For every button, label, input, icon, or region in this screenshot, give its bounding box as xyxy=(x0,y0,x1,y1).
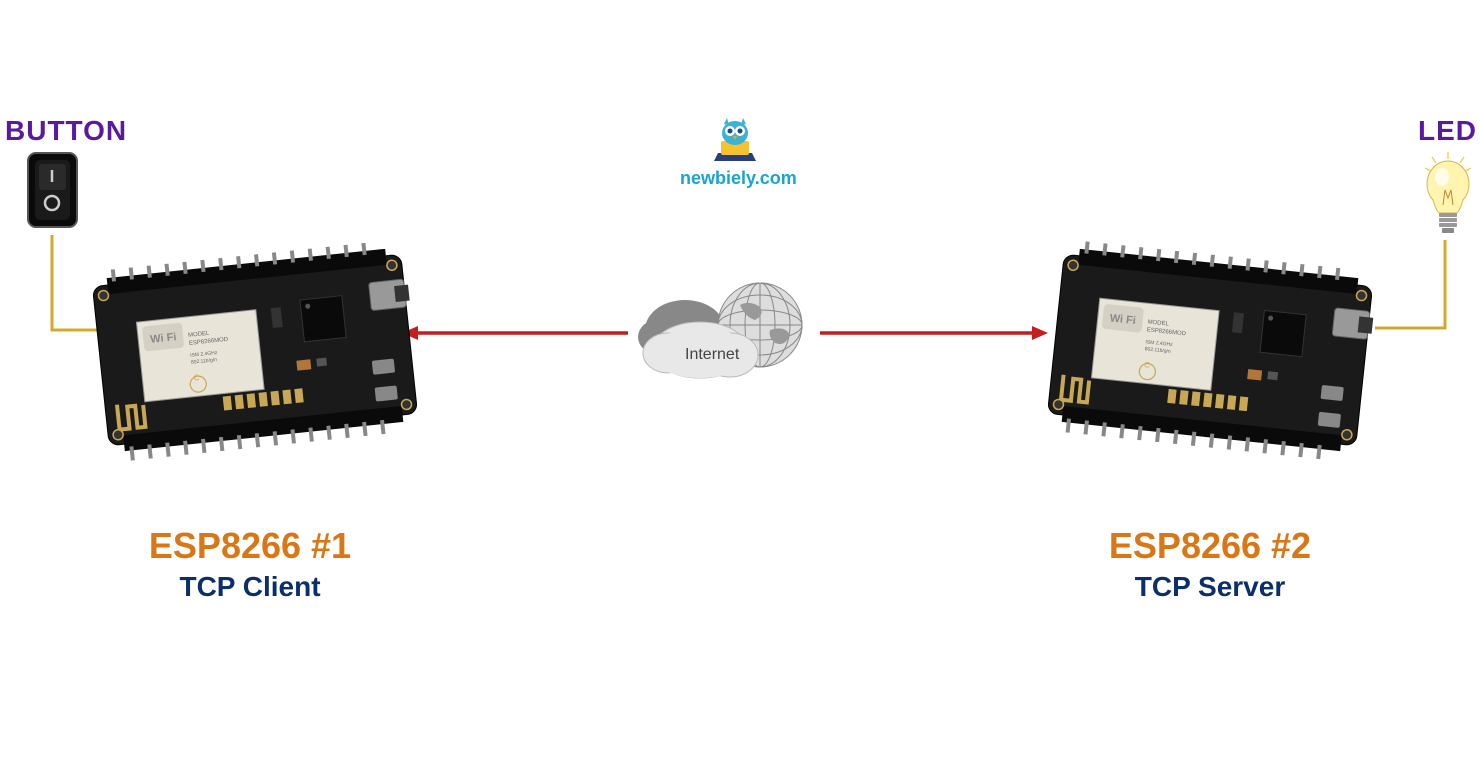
esp8266-left-board: Wi Fi MODEL ESP8266MOD ISM 2.4GHz 802.11… xyxy=(90,200,420,500)
internet-text: Internet xyxy=(685,346,740,363)
logo-text: newbiely.com xyxy=(680,168,797,189)
right-board-sub: TCP Server xyxy=(1055,571,1365,603)
left-board-caption: ESP8266 #1 TCP Client xyxy=(95,525,405,603)
right-board-caption: ESP8266 #2 TCP Server xyxy=(1055,525,1365,603)
arrow-right xyxy=(815,320,1050,346)
left-board-title: ESP8266 #1 xyxy=(95,525,405,567)
logo-owl-icon xyxy=(710,115,760,165)
button-switch-icon xyxy=(25,150,80,240)
led-label: LED xyxy=(1418,115,1477,147)
esp8266-right-board: Wi Fi MODEL ESP8266MOD ISM 2.4GHz 802.11… xyxy=(1040,200,1380,500)
svg-text:C: C xyxy=(193,373,200,383)
arrow-left xyxy=(400,320,635,346)
right-board-title: ESP8266 #2 xyxy=(1055,525,1365,567)
button-label: BUTTON xyxy=(5,115,127,147)
svg-text:C: C xyxy=(1144,360,1151,370)
led-bulb-icon xyxy=(1418,150,1478,245)
internet-icon: Internet xyxy=(630,275,820,395)
led-wire xyxy=(1370,240,1450,340)
left-board-sub: TCP Client xyxy=(95,571,405,603)
